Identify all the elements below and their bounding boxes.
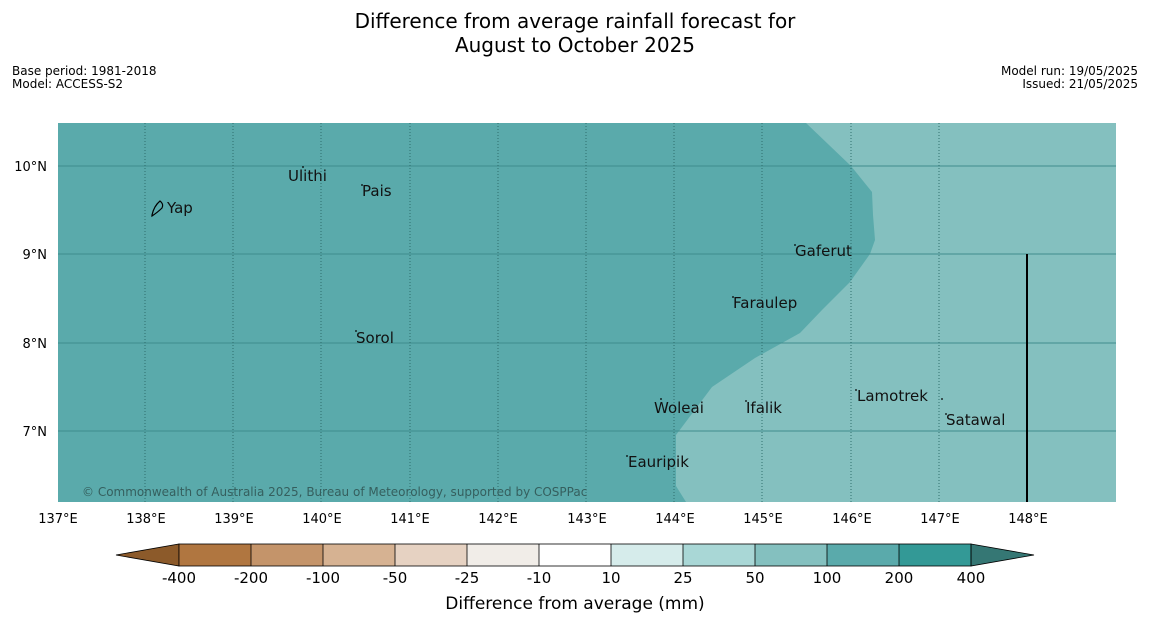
lon-label-148e: 148°E (1008, 512, 1048, 527)
map-title: Difference from average rainfall forecas… (0, 9, 1150, 57)
colorbar-segment-2 (251, 544, 323, 566)
lon-gridlines (144, 123, 940, 502)
lon-label-138e: 138°E (126, 512, 166, 527)
lon-label-137e: 137°E (38, 512, 78, 527)
colorbar-tick-label: 50 (745, 569, 764, 587)
colorbar-title: Difference from average (mm) (445, 594, 705, 614)
colorbar-tick-label: -10 (527, 569, 552, 587)
colorbar-tick-label: 10 (601, 569, 620, 587)
lat-tick-labels: 10°N 9°N 8°N 7°N (14, 160, 47, 440)
gaferut-dot (794, 244, 796, 246)
pais-dot (361, 184, 363, 186)
place-label-satawal: Satawal (946, 411, 1005, 429)
ifalik-dot (745, 400, 747, 402)
lon-label-141e: 141°E (390, 512, 430, 527)
lon-label-139e: 139°E (214, 512, 254, 527)
satawal-dot (945, 413, 947, 415)
place-label-ifalik: Ifalik (746, 399, 782, 417)
colorbar-tick-label: 200 (885, 569, 914, 587)
colorbar-segment-10 (827, 544, 899, 566)
issued-label: Issued: 21/05/2025 (1022, 77, 1138, 91)
lamotrek-dot (855, 389, 857, 391)
colorbar-extend-low (115, 543, 180, 567)
woleai-dot (660, 398, 662, 400)
model-run-label: Model run: 19/05/2025 (1000, 64, 1138, 78)
lon-label-140e: 140°E (302, 512, 342, 527)
place-label-eauripik: Eauripik (628, 453, 689, 471)
place-label-gaferut: Gaferut (795, 242, 852, 260)
metadata-right: Model run: 19/05/2025 Issued: 21/05/2025 (1001, 65, 1138, 91)
colorbar-segment-4 (395, 544, 467, 566)
colorbar-segment-1 (179, 544, 251, 566)
colorbar-tick-label: -25 (455, 569, 480, 587)
place-label-pais: Pais (362, 182, 392, 200)
lat-label-9n: 9°N (23, 248, 48, 263)
place-label-woleai: Woleai (654, 399, 704, 417)
sorol-dot (355, 330, 357, 332)
place-labels: Yap Ulithi Pais Gaferut Faraulep Sorol L… (166, 167, 1005, 471)
lon-label-147e: 147°E (920, 512, 960, 527)
lon-label-143e: 143°E (567, 512, 607, 527)
lat-label-8n: 8°N (23, 337, 48, 352)
colorbar-segment-5 (467, 544, 539, 566)
colorbar-tick-labels: -400 -200 -100 -50 -25 -10 10 25 50 100 … (162, 569, 985, 587)
small-atoll-dot (941, 398, 943, 400)
colorbar-tick-label: 25 (673, 569, 692, 587)
model-label: Model: ACCESS-S2 (12, 77, 124, 91)
colorbar-outline (178, 543, 972, 567)
lon-label-142e: 142°E (478, 512, 518, 527)
colorbar-dividers (250, 544, 900, 566)
lon-tick-labels: 137°E 138°E 139°E 140°E 141°E 142°E 143°… (38, 512, 1048, 527)
colorbar-tick-label: -200 (234, 569, 268, 587)
yap-island-outline (151, 200, 164, 218)
colorbar-tick-label: -100 (306, 569, 340, 587)
colorbar-segment-9 (755, 544, 827, 566)
colorbar-segment-6 (539, 544, 611, 566)
colorbar-extend-high (970, 543, 1035, 567)
title-line-2: August to October 2025 (454, 33, 696, 57)
ulithi-dot (302, 166, 304, 168)
metadata-left: Base period: 1981-2018 Model: ACCESS-S2 (12, 65, 157, 91)
colorbar-tick-label: -50 (383, 569, 408, 587)
place-label-lamotrek: Lamotrek (857, 387, 928, 405)
colorbar-segment-11 (899, 544, 971, 566)
colorbar-segment-8 (683, 544, 755, 566)
colorbar-tick-label: 400 (957, 569, 986, 587)
place-label-yap: Yap (166, 199, 193, 217)
island-markers (302, 166, 947, 457)
lat-label-7n: 7°N (23, 425, 48, 440)
lat-label-10n: 10°N (14, 160, 47, 175)
eauripik-dot (626, 455, 628, 457)
title-line-1: Difference from average rainfall forecas… (354, 9, 796, 33)
lon-label-145e: 145°E (743, 512, 783, 527)
colorbar: -400 -200 -100 -50 -25 -10 10 25 50 100 … (115, 543, 1035, 587)
copyright-notice: © Commonwealth of Australia 2025, Bureau… (82, 485, 587, 499)
lat-gridlines (58, 165, 1116, 432)
colorbar-tick-label: 100 (813, 569, 842, 587)
colorbar-tick-label: -400 (162, 569, 196, 587)
place-label-faraulep: Faraulep (733, 294, 797, 312)
lon-label-146e: 146°E (832, 512, 872, 527)
faraulep-dot (732, 296, 734, 298)
place-label-ulithi: Ulithi (288, 167, 327, 185)
place-label-sorol: Sorol (356, 329, 394, 347)
colorbar-segment-3 (323, 544, 395, 566)
lon-label-144e: 144°E (655, 512, 695, 527)
base-period-label: Base period: 1981-2018 (12, 64, 157, 78)
colorbar-segment-7 (611, 544, 683, 566)
forecast-region-50-100 (676, 123, 1116, 502)
